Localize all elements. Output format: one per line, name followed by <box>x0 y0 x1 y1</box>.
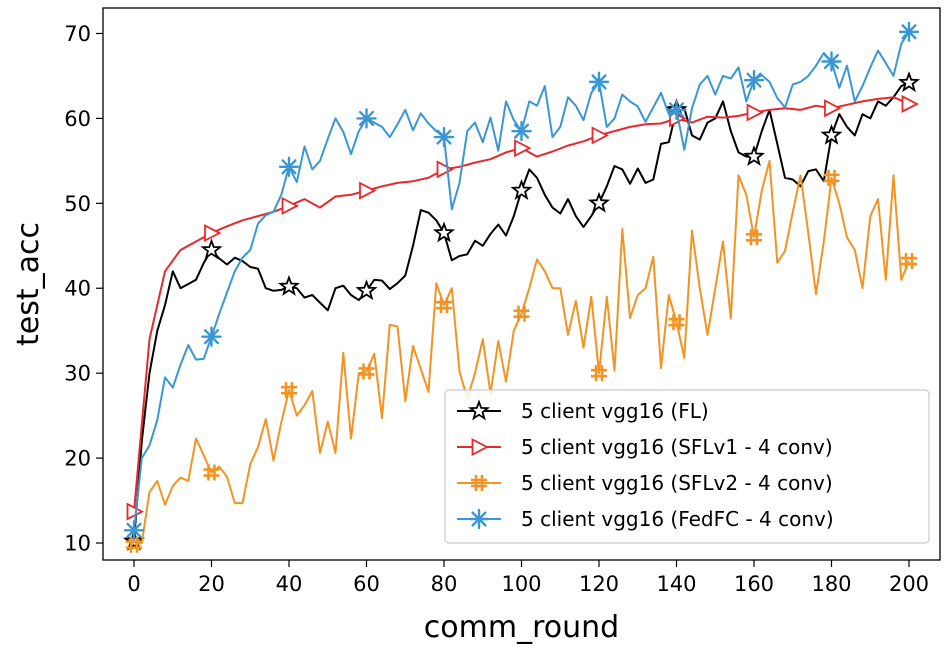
data-point <box>510 179 533 200</box>
x-tick-label: 60 <box>353 572 380 596</box>
y-axis-title: test_acc <box>11 222 46 346</box>
data-point <box>824 99 842 118</box>
data-point <box>668 314 685 331</box>
data-point <box>471 475 487 491</box>
x-tick-label: 100 <box>501 572 541 596</box>
data-point <box>358 363 375 380</box>
data-point <box>591 365 607 382</box>
data-point <box>432 221 456 243</box>
x-tick-label: 200 <box>889 572 929 596</box>
legend-box <box>444 389 930 544</box>
data-point <box>511 120 532 142</box>
data-point <box>588 71 610 93</box>
x-tick-label: 0 <box>127 572 140 596</box>
legend-item: 5 client vgg16 (SFLv2 - 4 conv) <box>457 471 833 495</box>
data-point <box>359 181 377 200</box>
legend-label: 5 client vgg16 (SFLv1 - 4 conv) <box>521 435 833 459</box>
data-point <box>513 305 530 322</box>
y-tick-label: 50 <box>64 192 91 216</box>
data-point <box>123 520 145 541</box>
data-point <box>356 108 377 129</box>
data-point <box>281 196 299 215</box>
data-point <box>355 279 378 301</box>
x-axis: 0 20 40 60 80 100 120 140 160 180 200 <box>127 560 929 596</box>
y-tick-label: 70 <box>64 22 91 46</box>
data-point <box>514 139 532 158</box>
x-tick-label: 20 <box>198 572 225 596</box>
series-3 <box>126 159 917 553</box>
legend-label: 5 client vgg16 (FedFC - 4 conv) <box>521 507 834 531</box>
x-axis-title: comm_round <box>424 610 619 645</box>
data-point <box>587 191 611 213</box>
series-2 <box>126 94 919 521</box>
data-point <box>901 94 919 113</box>
data-point <box>277 274 301 296</box>
data-point <box>467 399 491 421</box>
data-point <box>281 382 297 399</box>
x-tick-label: 180 <box>811 572 851 596</box>
data-point <box>897 71 921 93</box>
data-point <box>742 145 766 166</box>
x-tick-label: 160 <box>734 572 774 596</box>
data-point <box>746 229 762 246</box>
data-point <box>468 508 490 530</box>
data-point <box>200 238 223 260</box>
data-point <box>433 126 455 148</box>
data-point <box>823 169 840 186</box>
series-layer <box>122 21 921 553</box>
legend: 5 client vgg16 (FL) 5 client vgg16 (SFLv1… <box>444 389 930 544</box>
x-tick-label: 40 <box>276 572 303 596</box>
y-axis: 10 20 30 40 50 60 70 <box>64 22 103 556</box>
data-point <box>201 326 222 347</box>
data-point <box>471 438 489 456</box>
y-tick-label: 60 <box>64 107 91 131</box>
legend-label: 5 client vgg16 (SFLv2 - 4 conv) <box>521 471 833 495</box>
data-point <box>126 536 142 553</box>
data-point <box>746 103 764 122</box>
legend-item: 5 client vgg16 (SFLv1 - 4 conv) <box>457 435 833 459</box>
x-tick-label: 80 <box>431 572 458 596</box>
legend-label: 5 client vgg16 (FL) <box>521 399 709 423</box>
series-4 <box>123 21 920 541</box>
y-tick-label: 20 <box>64 447 91 471</box>
data-point <box>898 21 920 42</box>
data-point <box>278 156 300 178</box>
x-tick-label: 140 <box>656 572 696 596</box>
data-point <box>203 464 220 481</box>
data-point <box>820 123 843 145</box>
data-point <box>436 160 454 179</box>
y-tick-label: 40 <box>64 277 91 301</box>
data-point <box>821 51 842 72</box>
data-point <box>743 69 765 91</box>
series-line <box>133 159 910 546</box>
legend-item: 5 client vgg16 (FL) <box>457 399 709 423</box>
data-point <box>204 224 222 243</box>
data-point <box>591 126 609 145</box>
y-tick-label: 30 <box>64 362 91 386</box>
data-point <box>436 297 452 314</box>
data-point <box>666 99 687 121</box>
x-tick-label: 120 <box>579 572 619 596</box>
y-tick-label: 10 <box>64 532 91 556</box>
legend-item: 5 client vgg16 (FedFC - 4 conv) <box>457 507 834 531</box>
data-point <box>901 253 917 270</box>
